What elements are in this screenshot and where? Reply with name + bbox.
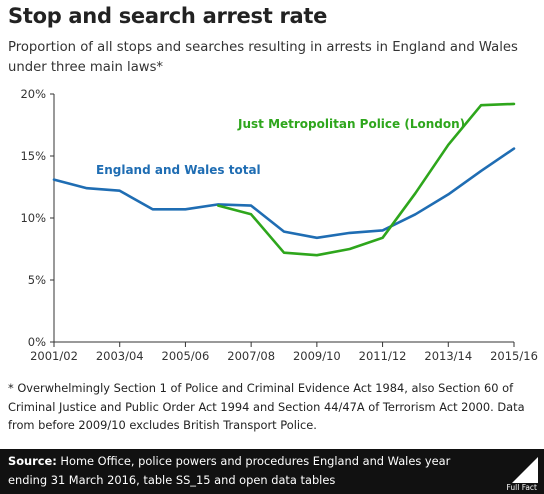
source-label: Source: — [8, 454, 57, 468]
y-tick-label: 15% — [20, 149, 46, 163]
logo-text: Full Fact — [507, 483, 538, 491]
x-tick-label: 2015/16 — [490, 349, 538, 363]
chart-series-labels: England and Wales total Just Metropolitan… — [96, 117, 465, 177]
footnote: * Overwhelmingly Section 1 of Police and… — [8, 381, 525, 432]
metropolitan-police-label: Just Metropolitan Police (London) — [237, 117, 465, 131]
y-tick-label: 0% — [28, 335, 46, 349]
x-tick-label: 2005/06 — [162, 349, 210, 363]
line-chart: 0% 5% 10% 15% 20% 2001/02 2003/04 2005/06 2007/0… — [20, 87, 537, 363]
source-bar: Source: Home Office, police powers and p… — [0, 449, 544, 494]
x-tick-label: 2009/10 — [293, 349, 341, 363]
y-tick-label: 5% — [28, 273, 46, 287]
x-tick-label: 2007/08 — [227, 349, 275, 363]
england-wales-total-label: England and Wales total — [96, 163, 261, 177]
y-tick-label: 20% — [20, 87, 46, 101]
x-tick-label: 2011/12 — [359, 349, 407, 363]
metropolitan-police-line — [217, 102, 516, 257]
chart-subtitle: Proportion of all stops and searches res… — [8, 40, 518, 75]
england-wales-total-line — [52, 147, 516, 240]
x-tick-label: 2001/02 — [30, 349, 78, 363]
chart-axes — [53, 94, 514, 343]
full-fact-logo-icon: Full Fact — [507, 457, 538, 491]
chart-title: Stop and search arrest rate — [8, 4, 328, 28]
y-tick-label: 10% — [20, 211, 46, 225]
source-text: Source: Home Office, police powers and p… — [8, 452, 478, 489]
chart-ticks: 0% 5% 10% 15% 20% 2001/02 2003/04 2005/06 2007/0… — [20, 87, 537, 363]
chart-lines — [52, 102, 516, 257]
x-tick-label: 2003/04 — [96, 349, 144, 363]
x-tick-label: 2013/14 — [424, 349, 472, 363]
source-body: Home Office, police powers and procedure… — [8, 454, 451, 487]
